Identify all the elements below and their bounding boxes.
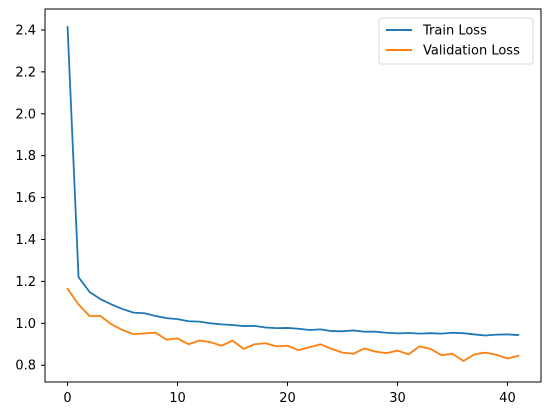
x-tick-label-4: 40 [499,391,516,406]
x-tick-label-2: 20 [279,391,296,406]
plot-layer [45,9,541,382]
y-tick-label-4: 1.6 [15,191,36,206]
plot-frame [44,8,542,383]
y-tick-label-3: 1.4 [15,233,36,248]
y-tick-label-7: 2.2 [15,65,36,80]
y-tick-label-0: 0.8 [15,359,36,374]
legend-box [378,17,534,65]
x-tick-label-0: 0 [63,391,71,406]
legend: Train Loss Validation Loss [378,17,534,65]
legend-label-1: Validation Loss [423,44,520,59]
series-line-1 [66,287,520,362]
series-line-0 [66,25,520,337]
axes-layer: 0 10 20 30 40 0.8 1.0 1.2 1.4 1.6 1.8 2.0 2.2 2.4 [15,8,542,406]
x-tick-label-1: 10 [169,391,186,406]
y-tick-label-8: 2.4 [15,23,36,38]
y-tick-label-6: 2.0 [15,107,36,122]
x-tick-label-3: 30 [389,391,406,406]
y-tick-label-5: 1.8 [15,149,36,164]
plot-background [45,9,541,382]
y-tick-label-2: 1.2 [15,275,36,290]
y-tick-label-1: 1.0 [15,317,36,332]
legend-label-0: Train Loss [422,24,487,39]
